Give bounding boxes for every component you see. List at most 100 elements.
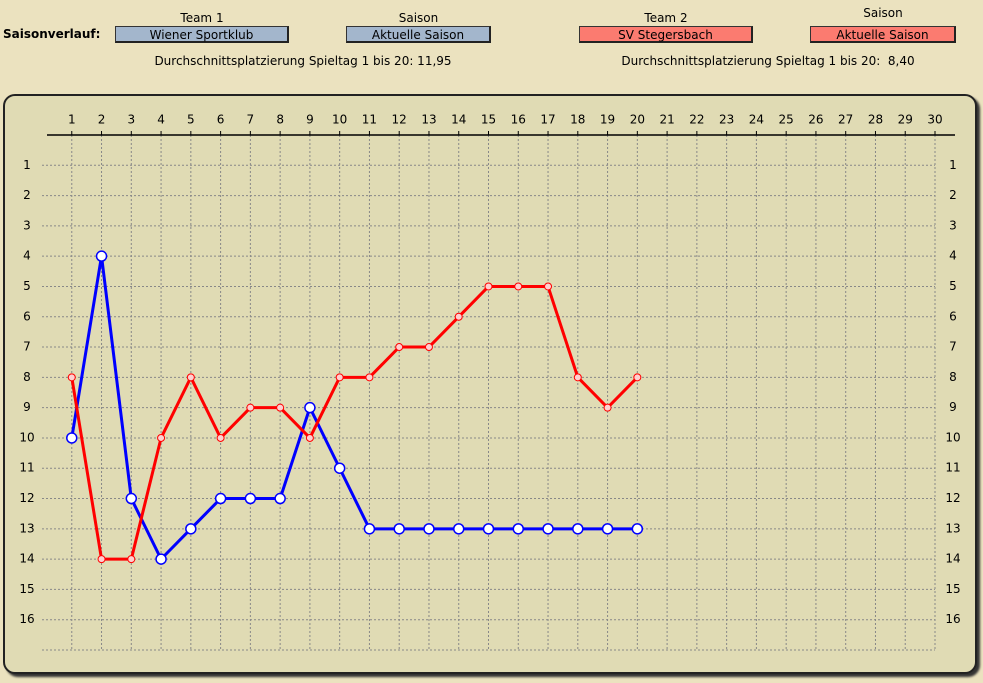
team1-select[interactable]: Wiener Sportklub	[115, 26, 289, 43]
point	[127, 555, 136, 564]
y-tick-label-right: 1	[949, 158, 957, 172]
y-tick-label: 9	[23, 400, 31, 414]
x-tick-label: 1	[68, 113, 76, 127]
x-tick-label: 11	[362, 113, 377, 127]
x-tick-label: 5	[187, 113, 195, 127]
chart-panel	[3, 94, 977, 674]
x-tick-label: 12	[392, 113, 407, 127]
point	[365, 373, 374, 382]
y-tick-label: 8	[23, 370, 31, 384]
y-tick-label: 12	[19, 491, 34, 505]
season2-select[interactable]: Aktuelle Saison	[810, 26, 956, 43]
series-line	[70, 284, 639, 561]
x-tick-label: 28	[868, 113, 883, 127]
point	[542, 523, 554, 535]
x-tick-label: 29	[898, 113, 913, 127]
x-tick-label: 2	[98, 113, 106, 127]
point	[305, 433, 314, 442]
y-tick-label-right: 11	[945, 461, 960, 475]
point	[603, 403, 612, 412]
y-tick-label: 7	[23, 340, 31, 354]
y-tick-label-right: 13	[945, 521, 960, 535]
x-tick-label: 9	[306, 113, 314, 127]
point	[216, 433, 225, 442]
y-tick-label: 16	[19, 612, 34, 626]
y-tick-label-right: 4	[949, 249, 957, 263]
season2-label: Saison	[863, 6, 903, 20]
point	[423, 523, 435, 535]
point	[544, 282, 553, 291]
x-tick-label: 10	[332, 113, 347, 127]
point	[185, 523, 197, 535]
y-tick-label: 5	[23, 279, 31, 293]
x-tick-label: 30	[927, 113, 942, 127]
point	[274, 492, 286, 505]
x-tick-label: 3	[127, 113, 135, 127]
x-tick-label: 15	[481, 113, 496, 127]
x-tick-label: 14	[451, 113, 466, 127]
point	[155, 553, 167, 565]
y-tick-label: 10	[19, 430, 34, 444]
y-tick-label-right: 16	[945, 612, 960, 626]
y-tick-label: 3	[23, 218, 31, 232]
y-tick-label: 4	[23, 249, 31, 263]
point	[395, 343, 404, 352]
x-tick-label: 23	[719, 113, 734, 127]
avg1: Durchschnittsplatzierung Spieltag 1 bis …	[154, 54, 452, 68]
x-tick-label: 21	[659, 113, 674, 127]
y-tick-label-right: 5	[949, 279, 957, 293]
point	[633, 373, 642, 382]
season1-select[interactable]: Aktuelle Saison	[346, 26, 491, 43]
x-tick-label: 8	[276, 113, 284, 127]
y-tick-label: 13	[19, 521, 34, 535]
point	[304, 401, 316, 414]
team2-select[interactable]: SV Stegersbach	[579, 26, 753, 43]
x-tick-label: 17	[540, 113, 555, 127]
point	[66, 432, 78, 444]
x-tick-label: 19	[600, 113, 615, 127]
point	[67, 373, 76, 382]
point	[244, 492, 257, 505]
y-tick-label-right: 15	[945, 582, 960, 596]
team1-label: Team 1	[180, 11, 224, 25]
point	[95, 250, 108, 262]
point	[276, 403, 285, 412]
point	[335, 373, 344, 382]
y-tick-label-right: 2	[949, 188, 957, 202]
point	[214, 492, 227, 505]
point	[631, 523, 644, 535]
y-tick-label: 15	[19, 582, 34, 596]
point	[246, 403, 255, 412]
y-tick-label-right: 9	[949, 400, 957, 414]
x-tick-label: 26	[808, 113, 823, 127]
x-tick-label: 16	[511, 113, 526, 127]
y-tick-label: 1	[23, 158, 31, 172]
point	[363, 523, 376, 535]
point	[393, 523, 405, 535]
point	[125, 492, 138, 505]
x-tick-label: 6	[217, 113, 225, 127]
y-tick-label: 6	[23, 309, 31, 323]
point	[186, 373, 195, 382]
y-tick-label-right: 3	[949, 218, 957, 232]
y-tick-label-right: 6	[949, 309, 957, 323]
y-tick-label: 11	[19, 461, 34, 475]
x-tick-label: 27	[838, 113, 853, 127]
point	[484, 282, 493, 291]
point	[601, 523, 614, 535]
header-label: Saisonverlauf:	[3, 27, 101, 41]
x-tick-label: 7	[247, 113, 255, 127]
point	[452, 523, 465, 535]
y-tick-label-right: 10	[945, 430, 960, 444]
y-tick-label-right: 12	[945, 491, 960, 505]
point	[482, 523, 495, 535]
point	[157, 433, 166, 442]
point	[573, 373, 582, 382]
point	[424, 343, 433, 352]
point	[454, 312, 463, 321]
x-tick-label: 13	[421, 113, 436, 127]
x-tick-label: 18	[570, 113, 585, 127]
point	[514, 282, 523, 291]
y-tick-label: 2	[23, 188, 31, 202]
